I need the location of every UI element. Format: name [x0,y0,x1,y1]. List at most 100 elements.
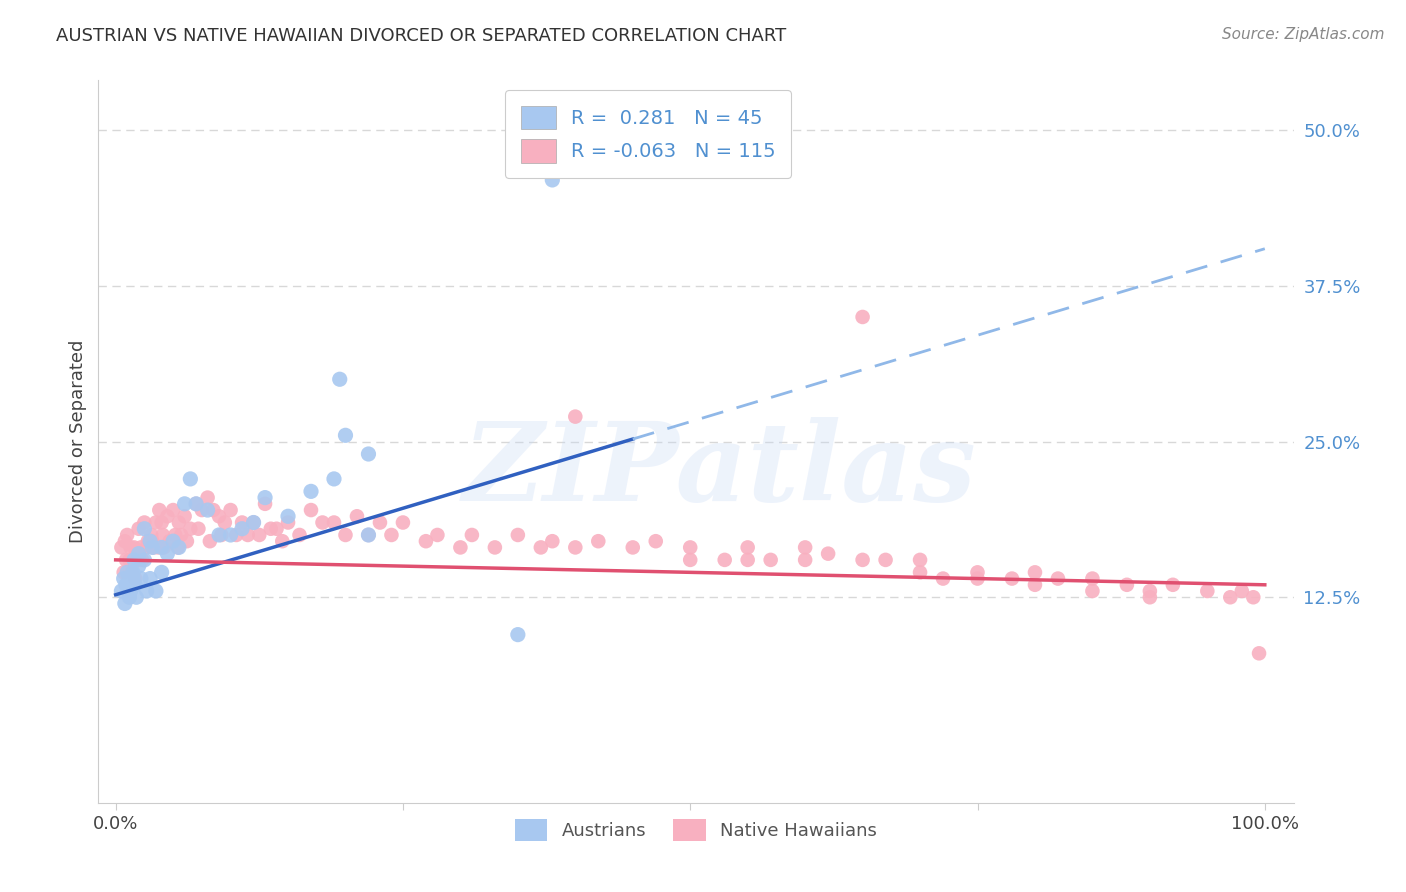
Point [357,528,380,542]
Point [170,528,193,542]
Point [242,516,264,530]
Text: AUSTRIAN VS NATIVE HAWAIIAN DIVORCED OR SEPARATED CORRELATION CHART: AUSTRIAN VS NATIVE HAWAIIAN DIVORCED OR … [56,27,786,45]
Point [150,516,173,530]
Point [254,491,277,505]
Point [134,553,156,567]
Point [311,516,333,530]
Point [115,528,138,542]
Point [380,528,402,542]
Point [129,572,152,586]
Point [115,578,138,592]
Point [794,553,817,567]
Point [852,553,875,567]
Point [120,584,142,599]
Point [737,553,759,567]
Point [1241,591,1264,605]
Point [167,516,190,530]
Point [875,553,897,567]
Point [127,547,149,561]
Point [759,553,782,567]
Point [231,522,253,536]
Point [541,173,564,187]
Point [1001,572,1024,586]
Point [114,597,136,611]
Point [254,497,277,511]
Point [346,509,368,524]
Point [530,541,553,555]
Point [1139,591,1161,605]
Point [122,541,145,555]
Point [329,372,352,386]
Point [679,553,702,567]
Point [197,503,219,517]
Point [142,541,165,555]
Point [125,591,148,605]
Point [179,522,201,536]
Point [110,541,132,555]
Point [118,553,141,567]
Point [236,528,259,542]
Point [153,541,176,555]
Point [1247,646,1270,660]
Point [122,553,145,567]
Point [135,584,157,599]
Point [122,553,145,567]
Point [128,553,150,567]
Point [115,566,138,580]
Text: Source: ZipAtlas.com: Source: ZipAtlas.com [1222,27,1385,42]
Point [1219,591,1241,605]
Point [156,547,179,561]
Point [737,541,759,555]
Point [120,541,142,555]
Point [506,627,529,641]
Point [426,528,449,542]
Point [128,559,150,574]
Point [115,553,138,567]
Point [112,566,135,580]
Point [794,541,817,555]
Point [134,522,156,536]
Point [621,541,644,555]
Point [266,522,288,536]
Point [277,509,299,524]
Point [118,591,141,605]
Point [1115,578,1137,592]
Point [225,528,247,542]
Point [368,516,391,530]
Point [966,572,988,586]
Point [131,553,153,567]
Point [299,484,322,499]
Point [122,566,145,580]
Point [564,409,586,424]
Point [152,528,174,542]
Point [271,534,294,549]
Point [128,522,150,536]
Point [1024,578,1046,592]
Point [165,528,187,542]
Point [184,497,207,511]
Point [484,541,506,555]
Point [208,528,231,542]
Legend: Austrians, Native Hawaiians: Austrians, Native Hawaiians [508,812,884,848]
Point [357,528,380,542]
Point [148,541,170,555]
Point [1230,584,1253,599]
Point [588,534,610,549]
Point [1024,566,1046,580]
Point [415,534,437,549]
Point [156,509,179,524]
Point [128,547,150,561]
Point [288,528,311,542]
Point [184,497,207,511]
Point [242,516,264,530]
Point [208,509,231,524]
Point [231,516,253,530]
Point [125,553,148,567]
Point [506,528,529,542]
Point [176,534,198,549]
Point [1081,584,1104,599]
Point [141,534,163,549]
Point [145,516,167,530]
Point [129,541,152,555]
Point [679,541,702,555]
